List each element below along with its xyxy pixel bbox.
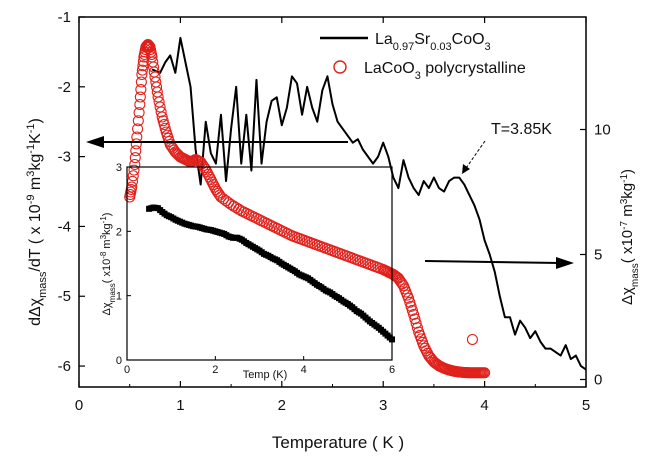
y-right-tick-label: 5 bbox=[594, 247, 602, 264]
annotation-label: T=3.85K bbox=[491, 121, 552, 138]
y-left-tick-label: -2 bbox=[58, 79, 71, 96]
inset-frame bbox=[126, 166, 393, 361]
legend-label-la097sr003coo3: La0.97Sr0.03CoO3 bbox=[375, 31, 491, 53]
inset-y-tick-label: 1 bbox=[116, 291, 122, 303]
annotation-arrow-head bbox=[462, 164, 470, 174]
lacoo3-point bbox=[136, 68, 148, 81]
lacoo3-outlier-point bbox=[466, 333, 478, 346]
lacoo3-point bbox=[411, 322, 423, 334]
lacoo3-point bbox=[130, 138, 142, 150]
inset-x-tick-label: 0 bbox=[124, 364, 130, 376]
la097sr003coo3-line bbox=[151, 36, 587, 371]
x-tick-label: 5 bbox=[582, 397, 590, 414]
lacoo3-point bbox=[132, 123, 144, 135]
inset-x-tick-label: 6 bbox=[389, 364, 395, 376]
y-left-tick-label: -1 bbox=[58, 9, 71, 26]
y-left-tick-label: -6 bbox=[58, 358, 71, 375]
y-axis-right-label: Δχmass( x10-7 m3kg-1) bbox=[619, 169, 641, 305]
lacoo3-point bbox=[134, 91, 146, 103]
x-tick-label: 0 bbox=[75, 397, 83, 414]
x-tick-label: 1 bbox=[176, 397, 184, 414]
y-left-tick-label: -3 bbox=[58, 149, 71, 166]
y-left-tick-label: -5 bbox=[58, 288, 71, 305]
lacoo3-point bbox=[129, 158, 141, 171]
y-right-tick-label: 0 bbox=[594, 372, 602, 389]
inset-y-tick-label: 0 bbox=[116, 355, 122, 367]
inset-x-tick-label: 2 bbox=[212, 364, 218, 376]
lacoo3-point bbox=[129, 152, 141, 164]
lacoo3-point bbox=[130, 145, 142, 157]
right-axis-arrow bbox=[424, 257, 574, 269]
lacoo3-point bbox=[133, 107, 145, 119]
y-axis-left-label: dΔχmass/dT ( x 10-9 m3kg-1K-1) bbox=[25, 118, 49, 326]
lacoo3-point bbox=[128, 164, 140, 176]
lacoo3-point bbox=[155, 106, 167, 118]
legend-circle-marker bbox=[333, 60, 347, 74]
annotation-t385: T=3.85K bbox=[462, 121, 552, 174]
lacoo3-point bbox=[214, 189, 226, 201]
inset-y-tick-label: 2 bbox=[116, 226, 122, 238]
lacoo3-point bbox=[127, 170, 139, 182]
lacoo3-point bbox=[479, 367, 491, 379]
annotation-arrow-line bbox=[463, 140, 486, 172]
lacoo3-point bbox=[136, 64, 148, 76]
inset-chart: 0 2 4 6 0 1 2 3 Temp (K) Δχmass( x10-8 m3kg-1) bbox=[99, 162, 396, 381]
inset-x-tick-label: 4 bbox=[301, 364, 307, 376]
inset-point bbox=[389, 336, 395, 343]
legend: La0.97Sr0.03CoO3 LaCoO3 polycrystalline bbox=[320, 31, 526, 82]
lacoo3-point bbox=[135, 83, 147, 96]
inset-y-axis-label: Δχmass( x10-8 m3kg-1) bbox=[99, 213, 117, 316]
series-lacoo3-polycrystalline bbox=[124, 38, 491, 379]
legend-label-lacoo3: LaCoO3 polycrystalline bbox=[364, 60, 526, 82]
x-tick-label: 4 bbox=[480, 397, 488, 414]
inset-y-tick-label: 3 bbox=[116, 162, 122, 174]
y-right-tick-label: 10 bbox=[594, 122, 611, 139]
x-tick-label: 3 bbox=[379, 397, 387, 414]
series-la097sr003coo3 bbox=[151, 36, 587, 371]
y-left-tick-label: -4 bbox=[58, 218, 71, 235]
x-axis-label: Temperature ( K ) bbox=[272, 433, 404, 452]
lacoo3-point bbox=[137, 60, 149, 72]
lacoo3-point bbox=[135, 76, 147, 88]
inset-x-axis-label: Temp (K) bbox=[243, 369, 288, 381]
left-axis-arrow bbox=[86, 136, 348, 148]
x-tick-label: 2 bbox=[278, 397, 286, 414]
lacoo3-point bbox=[134, 98, 146, 111]
lacoo3-point bbox=[132, 115, 144, 127]
